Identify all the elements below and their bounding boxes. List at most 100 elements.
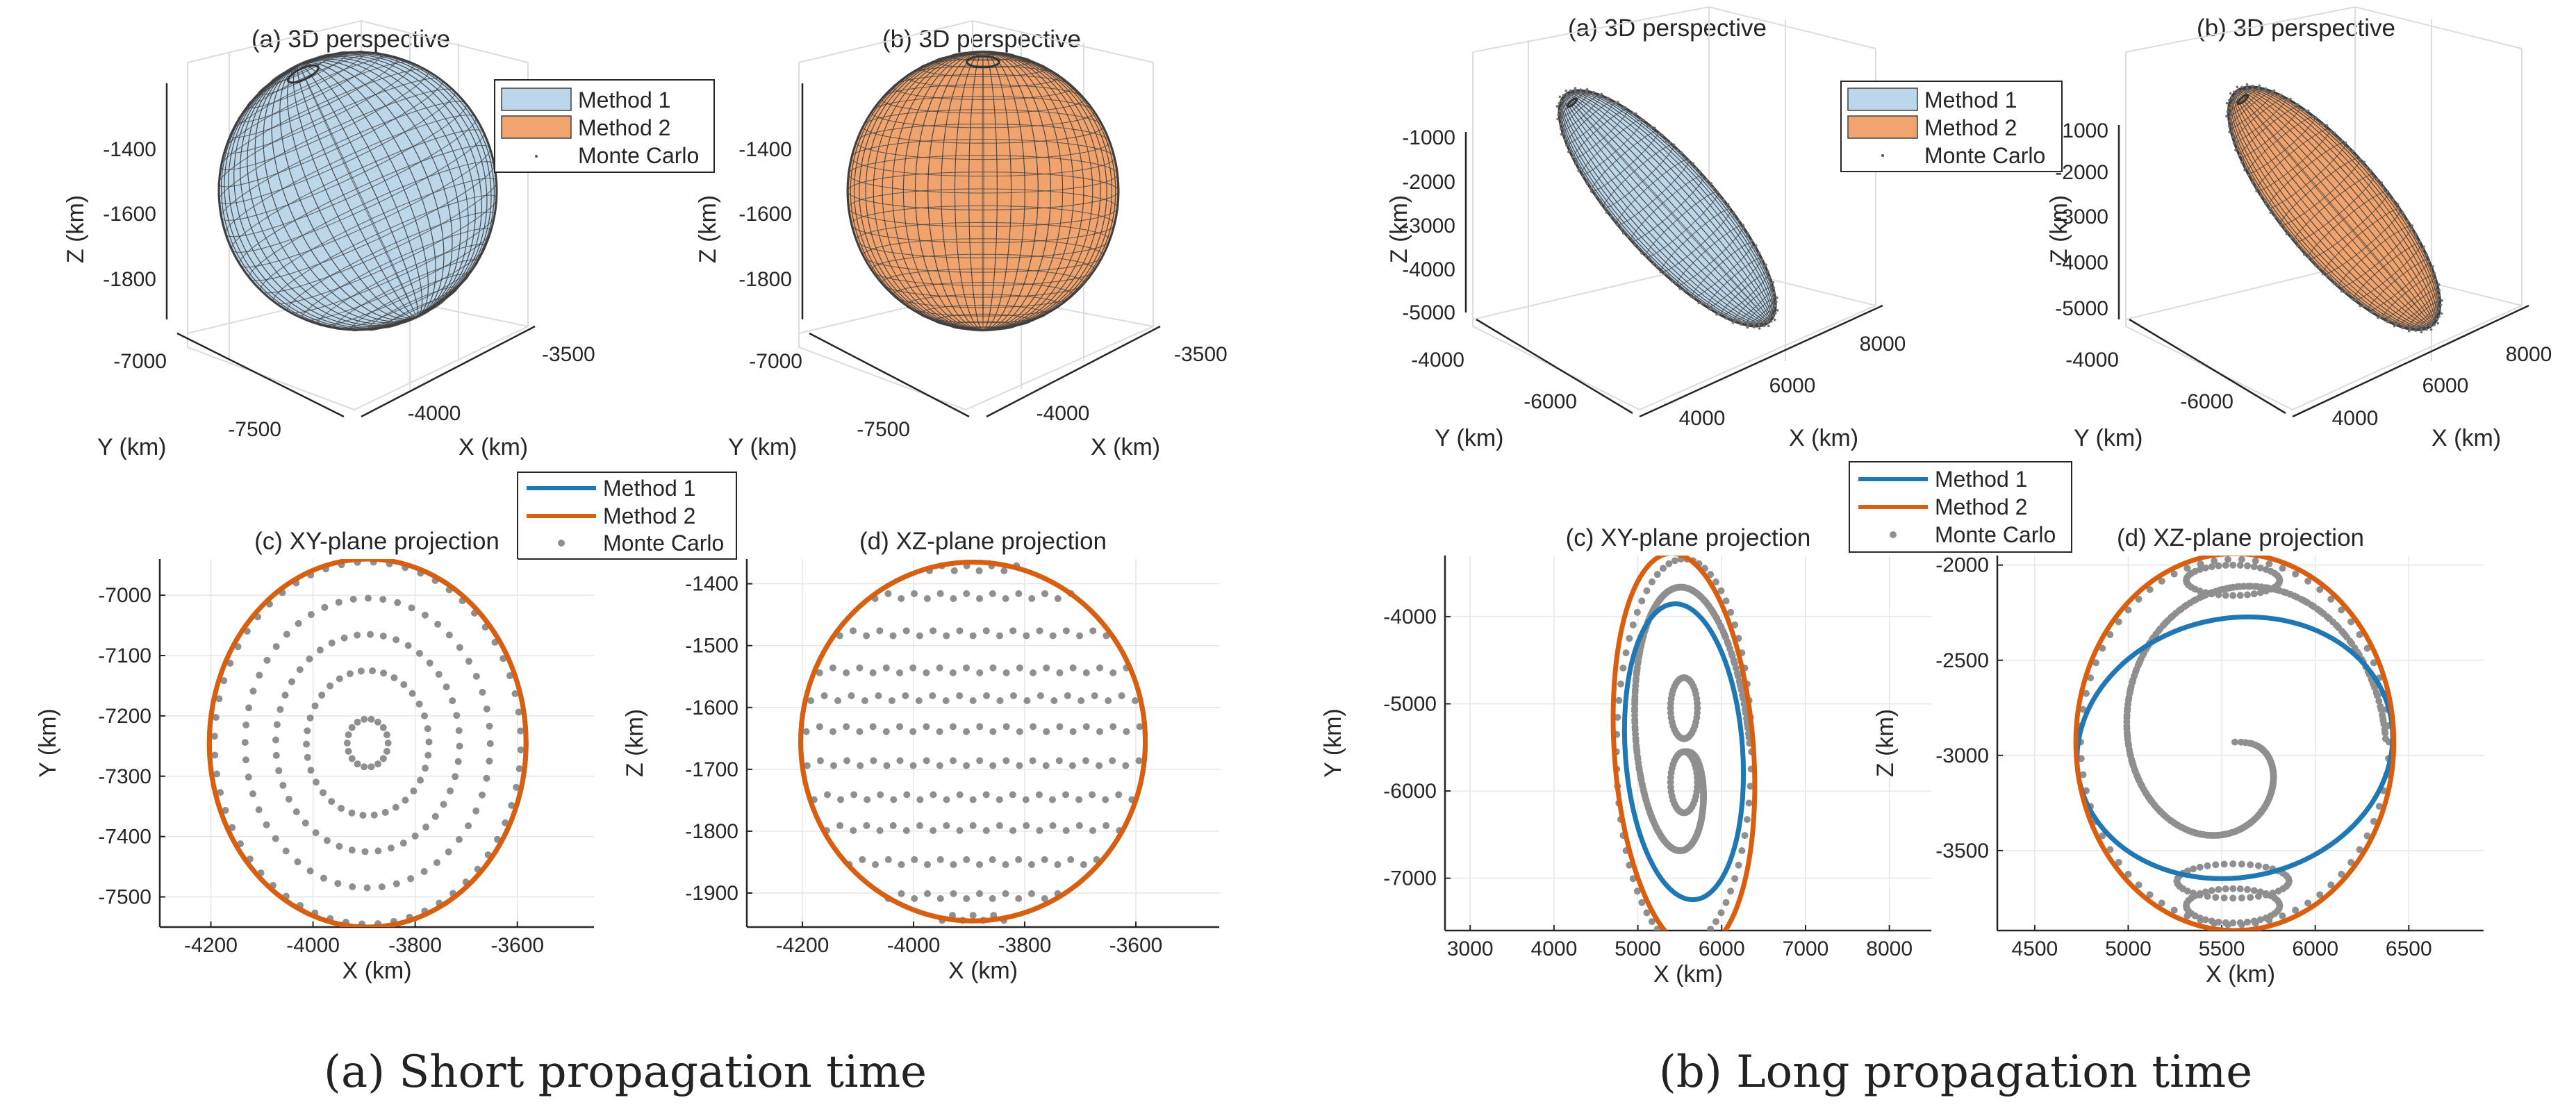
- monte-carlo-point: [368, 763, 375, 771]
- monte-carlo-point: [2077, 755, 2085, 762]
- monte-carlo-point: [1638, 597, 1646, 605]
- monte-carlo-point: [517, 746, 525, 753]
- monte-carlo-point: [399, 840, 407, 847]
- y-tick-label: -1700: [685, 758, 738, 781]
- monte-carlo-point: [829, 664, 836, 672]
- monte-carlo-point: [2438, 283, 2441, 286]
- monte-carlo-point: [2106, 846, 2114, 853]
- monte-carlo-point: [2388, 319, 2391, 322]
- legend-swatch-monte-carlo: [535, 155, 538, 158]
- x-axis-label: X (km): [2206, 961, 2275, 987]
- monte-carlo-point: [2304, 577, 2312, 585]
- z-tick: -1600: [738, 203, 792, 226]
- monte-carlo-point: [2135, 881, 2142, 889]
- monte-carlo-point: [294, 858, 302, 866]
- monte-carlo-point: [1742, 224, 1745, 226]
- monte-carlo-point: [2265, 753, 2272, 761]
- monte-carlo-point: [1722, 899, 1730, 906]
- monte-carlo-point: [1733, 215, 1736, 218]
- monte-carlo-point: [1772, 291, 1776, 294]
- monte-carlo-point: [1105, 697, 1112, 704]
- monte-carlo-point: [2183, 565, 2191, 572]
- x-tick: -3500: [542, 343, 595, 366]
- monte-carlo-point: [1692, 296, 1696, 299]
- monte-carlo-point: [989, 856, 996, 863]
- monte-carlo-point: [870, 757, 877, 765]
- monte-carlo-point: [2222, 919, 2229, 926]
- monte-carlo-point: [807, 697, 815, 704]
- monte-carlo-point: [837, 796, 845, 803]
- y-tick-label: -1900: [685, 882, 738, 905]
- monte-carlo-point: [2162, 619, 2170, 626]
- legend-label: Method 2: [603, 503, 695, 528]
- monte-carlo-point: [2220, 894, 2228, 902]
- legend-swatch-method-2: [501, 115, 572, 139]
- monte-carlo-point: [911, 856, 918, 863]
- monte-carlo-point: [2240, 85, 2243, 89]
- monte-carlo-point: [2356, 846, 2363, 853]
- monte-carlo-point: [850, 827, 857, 835]
- monte-carlo-point: [1585, 92, 1587, 96]
- monte-carlo-point: [2228, 131, 2231, 133]
- monte-carlo-point: [1560, 133, 1563, 136]
- monte-carlo-point: [936, 728, 943, 735]
- monte-carlo-point: [2244, 562, 2252, 569]
- monte-carlo-point: [1659, 270, 1662, 274]
- monte-carlo-point: [975, 861, 983, 869]
- monte-carlo-point: [803, 762, 811, 769]
- monte-carlo-point: [911, 590, 918, 597]
- monte-carlo-point: [348, 755, 356, 762]
- monte-carlo-point: [359, 811, 367, 819]
- monte-carlo-point: [876, 627, 884, 635]
- x-tick-label: 5000: [2105, 937, 2152, 960]
- monte-carlo-point: [1633, 608, 1641, 616]
- monte-carlo-point: [1656, 595, 1664, 603]
- legend-label: Method 2: [1935, 494, 2027, 519]
- monte-carlo-point: [2202, 589, 2209, 597]
- monte-carlo-point: [433, 859, 440, 867]
- monte-carlo-point: [2079, 706, 2087, 713]
- monte-carlo-point: [2236, 90, 2240, 92]
- monte-carlo-point: [896, 757, 904, 765]
- surface-method-1: [217, 50, 498, 332]
- monte-carlo-point: [1766, 321, 1769, 324]
- x-tick-label: 7000: [1783, 937, 1829, 960]
- legend-swatch-monte-carlo: [1881, 154, 1884, 157]
- monte-carlo-point: [2327, 595, 2335, 603]
- monte-carlo-point: [2429, 324, 2432, 327]
- z-tick: -2000: [1402, 171, 1455, 194]
- monte-carlo-point: [1634, 660, 1642, 667]
- legend-swatch-method-1: [501, 87, 572, 111]
- monte-carlo-point: [1656, 265, 1659, 268]
- y-axis-label: Z (km): [622, 709, 648, 777]
- monte-carlo-point: [903, 791, 911, 799]
- monte-carlo-point: [515, 765, 523, 773]
- monte-carlo-point: [1690, 940, 1696, 947]
- monte-carlo-point: [1069, 728, 1077, 735]
- monte-carlo-point: [2379, 315, 2382, 319]
- y-tick-label: -7100: [98, 644, 151, 667]
- z-axis-label: Z (km): [695, 195, 721, 263]
- surface-method-2: [2225, 83, 2443, 334]
- monte-carlo-point: [1712, 187, 1715, 190]
- monte-carlo-point: [1688, 586, 1696, 594]
- panel-title: (b) 3D perspective: [882, 26, 1081, 53]
- axis-lines: [165, 83, 536, 418]
- monte-carlo-point: [511, 690, 519, 697]
- monte-carlo-point: [2099, 832, 2106, 840]
- y-tick: -6000: [2180, 390, 2234, 413]
- monte-carlo-point: [1758, 321, 1760, 324]
- monte-carlo-point: [2336, 283, 2339, 287]
- monte-carlo-point: [861, 697, 868, 704]
- monte-carlo-point: [2292, 570, 2300, 578]
- monte-carlo-point: [2158, 899, 2165, 907]
- monte-carlo-point: [1620, 227, 1623, 230]
- monte-carlo-point: [1082, 669, 1090, 676]
- monte-carlo-point: [916, 796, 924, 803]
- monte-carlo-point: [2236, 919, 2244, 926]
- monte-carlo-point: [345, 731, 352, 739]
- monte-carlo-point: [1701, 175, 1704, 178]
- monte-carlo-point: [969, 632, 977, 640]
- monte-carlo-point: [1581, 174, 1585, 178]
- monte-carlo-point: [415, 649, 423, 657]
